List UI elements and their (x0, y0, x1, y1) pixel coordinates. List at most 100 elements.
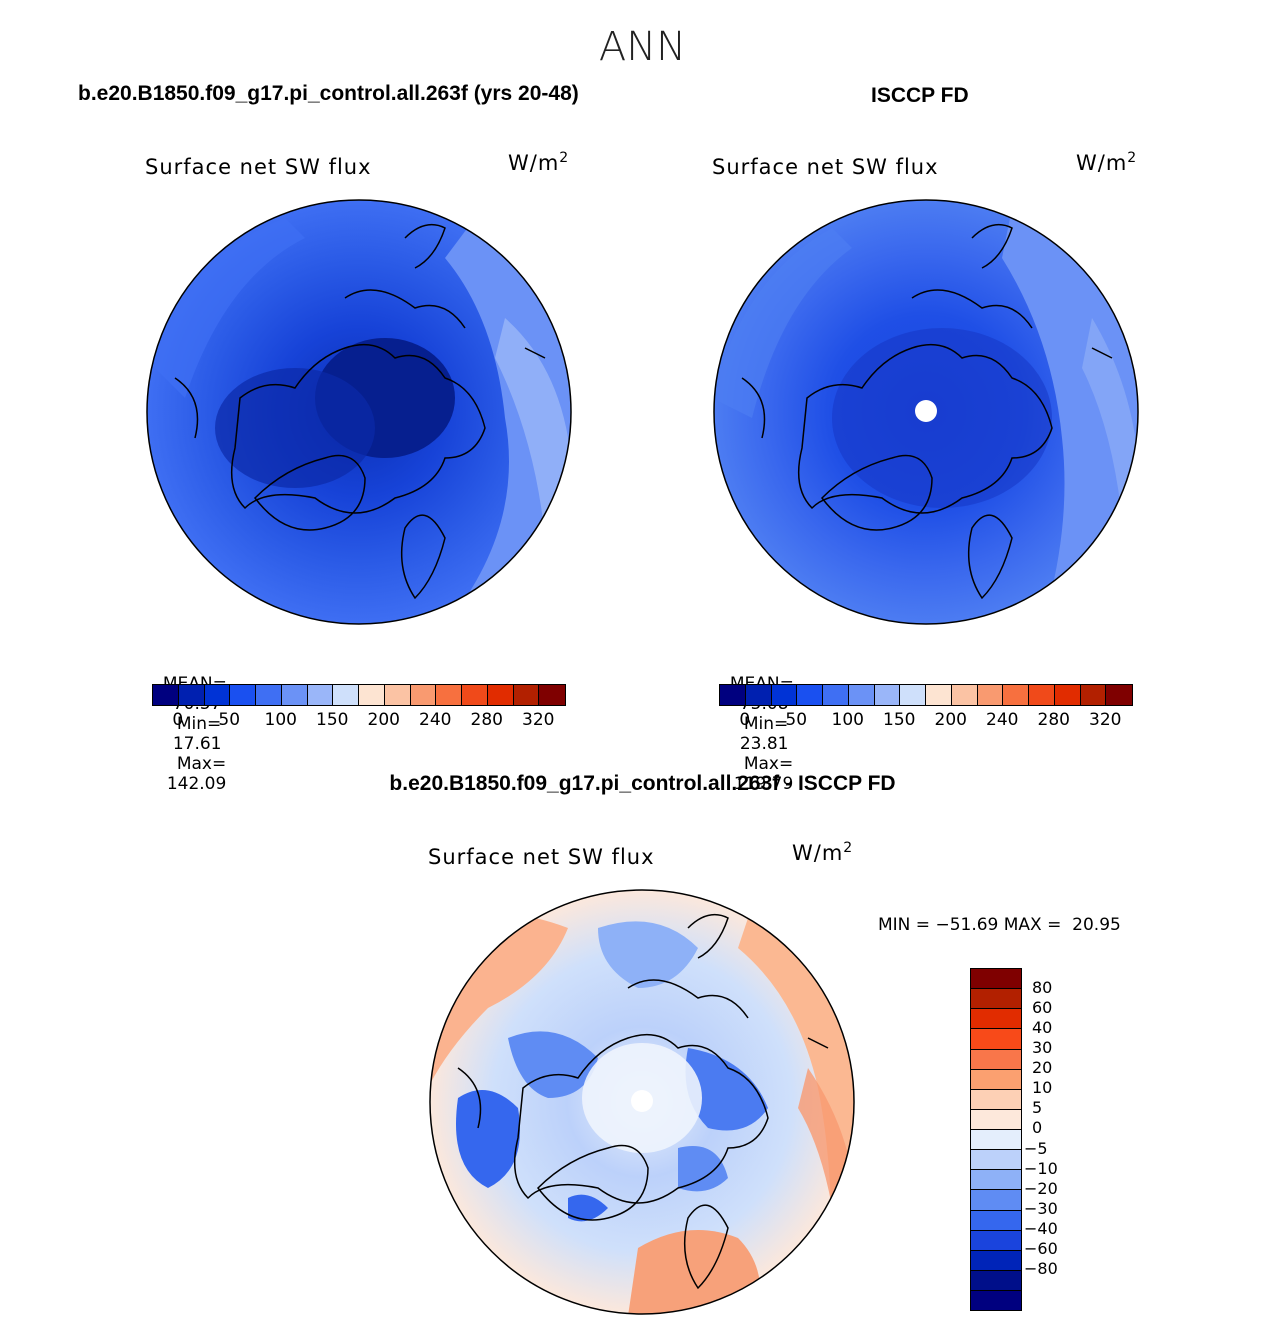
colorbar-swatch (874, 685, 901, 705)
colorbar-swatch (848, 685, 875, 705)
model-max-label: Max= (176, 754, 227, 774)
colorbar-swatch (1029, 685, 1055, 705)
colorbar-tick-label: 30 (1032, 1038, 1053, 1058)
colorbar-swatch (926, 685, 952, 705)
colorbar-tick-label: −30 (1024, 1198, 1058, 1218)
colorbar-swatch (971, 1089, 1021, 1110)
colorbar-tick-label: 5 (1032, 1098, 1043, 1118)
colorbar-swatch (1106, 685, 1132, 705)
colorbar-swatch (971, 1291, 1021, 1311)
colorbar-swatch (900, 685, 926, 705)
obs-units-sup: 2 (1127, 150, 1138, 166)
colorbar-swatch (487, 685, 514, 705)
colorbar-swatch (971, 1130, 1021, 1151)
colorbar-swatch (281, 685, 308, 705)
model-units-base: W/m (508, 151, 560, 175)
colorbar-swatch (436, 685, 462, 705)
colorbar-swatch (384, 685, 411, 705)
colorbar-swatch (539, 685, 565, 705)
diff-polar-map (428, 888, 856, 1316)
colorbar-tick-label: 60 (1032, 998, 1053, 1018)
obs-max-value: 119.79 (733, 774, 794, 794)
colorbar-swatch (971, 989, 1021, 1010)
colorbar-swatch (462, 685, 488, 705)
colorbar-swatch (720, 685, 746, 705)
diff-units-sup: 2 (843, 840, 854, 856)
obs-polar-map (712, 198, 1140, 626)
diff-stats: MIN = −51.69 MAX = 20.95 (878, 915, 1121, 935)
colorbar-tick-label: 320 (1089, 710, 1122, 730)
colorbar-tick-label: 280 (470, 710, 503, 730)
colorbar-swatch (971, 1170, 1021, 1191)
model-panel-header: b.e20.B1850.f09_g17.pi_control.all.263f … (78, 82, 579, 105)
model-units-sup: 2 (559, 150, 570, 166)
colorbar-swatch (307, 685, 334, 705)
diff-units-base: W/m (792, 841, 844, 865)
colorbar-tick-label: 200 (934, 710, 967, 730)
obs-max-label: Max= (743, 754, 794, 774)
colorbar-swatch (971, 1069, 1021, 1090)
colorbar-tick-label: 0 (739, 710, 751, 730)
colorbar-tick-label: −20 (1024, 1178, 1058, 1198)
colorbar-tick-label: 240 (986, 710, 1019, 730)
colorbar-swatch (745, 685, 772, 705)
colorbar-tick-label: 100 (264, 710, 297, 730)
model-colorbar (152, 684, 566, 706)
colorbar-swatch (513, 685, 540, 705)
colorbar-tick-label: −10 (1024, 1158, 1058, 1178)
colorbar-swatch (359, 685, 385, 705)
colorbar-swatch (256, 685, 282, 705)
colorbar-tick-label: 50 (218, 710, 241, 730)
model-variable-title: Surface net SW flux (145, 155, 372, 179)
colorbar-swatch (971, 1029, 1021, 1050)
colorbar-swatch (1080, 685, 1107, 705)
page-title: ANN (598, 24, 687, 70)
colorbar-tick-label: 240 (419, 710, 452, 730)
obs-panel-header: ISCCP FD (871, 84, 969, 107)
colorbar-tick-label: 40 (1032, 1018, 1053, 1038)
obs-min-label: Min= (743, 714, 789, 734)
colorbar-tick-label: 150 (883, 710, 916, 730)
colorbar-tick-label: 280 (1037, 710, 1070, 730)
colorbar-tick-label: 100 (831, 710, 864, 730)
colorbar-swatch (797, 685, 823, 705)
colorbar-tick-label: 20 (1032, 1058, 1053, 1078)
colorbar-swatch (971, 969, 1021, 990)
colorbar-swatch (971, 1250, 1021, 1271)
colorbar-swatch (951, 685, 978, 705)
obs-units: W/m2 (1076, 150, 1137, 175)
model-max-value: 142.09 (166, 774, 227, 794)
diff-units: W/m2 (792, 840, 853, 865)
colorbar-swatch (971, 1109, 1021, 1130)
obs-units-base: W/m (1076, 151, 1128, 175)
colorbar-tick-label: 80 (1032, 978, 1053, 998)
colorbar-swatch (204, 685, 231, 705)
colorbar-tick-label: 150 (316, 710, 349, 730)
colorbar-tick-label: −40 (1024, 1218, 1058, 1238)
colorbar-tick-label: 10 (1032, 1078, 1053, 1098)
colorbar-swatch (971, 1150, 1021, 1171)
colorbar-tick-label: −60 (1024, 1238, 1058, 1258)
diff-colorbar (970, 968, 1022, 1311)
colorbar-swatch (333, 685, 359, 705)
model-min-label: Min= (176, 714, 222, 734)
colorbar-swatch (971, 1210, 1021, 1231)
colorbar-swatch (153, 685, 179, 705)
colorbar-swatch (977, 685, 1004, 705)
diff-panel-header: b.e20.B1850.f09_g17.pi_control.all.263f … (389, 772, 896, 795)
colorbar-tick-label: 200 (367, 710, 400, 730)
colorbar-swatch (1003, 685, 1029, 705)
model-min-value: 17.61 (172, 734, 222, 754)
colorbar-swatch (230, 685, 256, 705)
colorbar-swatch (971, 1049, 1021, 1070)
diff-variable-title: Surface net SW flux (428, 845, 655, 869)
obs-variable-title: Surface net SW flux (712, 155, 939, 179)
colorbar-swatch (971, 1230, 1021, 1251)
colorbar-swatch (410, 685, 437, 705)
colorbar-swatch (771, 685, 798, 705)
colorbar-tick-label: −5 (1024, 1138, 1048, 1158)
colorbar-swatch (971, 1270, 1021, 1291)
obs-colorbar (719, 684, 1133, 706)
colorbar-swatch (178, 685, 205, 705)
colorbar-swatch (971, 1190, 1021, 1211)
